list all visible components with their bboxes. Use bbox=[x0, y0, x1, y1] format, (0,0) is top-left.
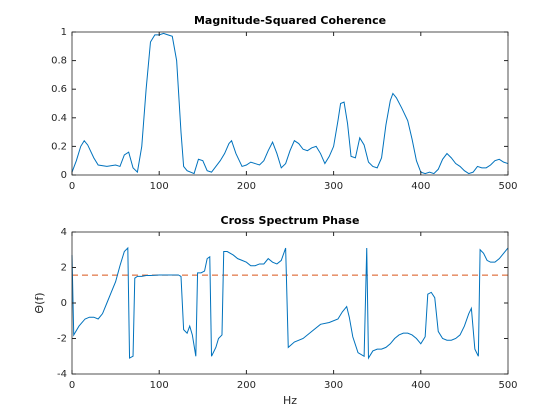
y-axis-label: Θ(f) bbox=[33, 292, 46, 313]
x-tick-label: 200 bbox=[237, 380, 256, 391]
axes-box bbox=[71, 31, 509, 176]
data-line bbox=[71, 246, 509, 360]
axes-background bbox=[72, 32, 508, 175]
data-line bbox=[71, 32, 509, 175]
x-tick-label: 300 bbox=[324, 380, 343, 391]
x-tick-label: 400 bbox=[411, 181, 430, 192]
y-tick-label: 0.8 bbox=[51, 56, 67, 67]
x-axis-label: Hz bbox=[283, 394, 297, 407]
chart-title: Cross Spectrum Phase bbox=[221, 214, 360, 227]
y-tick-label: 1 bbox=[61, 27, 67, 38]
x-tick-label: 100 bbox=[150, 181, 169, 192]
y-tick-label: -2 bbox=[57, 334, 67, 345]
x-tick-label: 300 bbox=[324, 181, 343, 192]
y-tick-label: 4 bbox=[61, 227, 67, 238]
x-tick-label: 400 bbox=[411, 380, 430, 391]
chart-title: Magnitude-Squared Coherence bbox=[194, 14, 386, 27]
y-tick-label: -4 bbox=[57, 369, 67, 380]
y-tick-label: 2 bbox=[61, 263, 67, 274]
y-tick-label: 0 bbox=[61, 298, 67, 309]
x-tick-label: 0 bbox=[69, 380, 75, 391]
axes-background bbox=[72, 232, 508, 374]
y-tick-label: 0.4 bbox=[51, 113, 67, 124]
x-tick-label: 500 bbox=[498, 380, 517, 391]
y-tick-label: 0.2 bbox=[51, 141, 67, 152]
x-tick-label: 500 bbox=[498, 181, 517, 192]
y-tick-label: 0.6 bbox=[51, 84, 67, 95]
y-tick-label: 0 bbox=[61, 170, 67, 181]
x-tick-label: 0 bbox=[69, 181, 75, 192]
x-tick-label: 100 bbox=[150, 380, 169, 391]
x-tick-label: 200 bbox=[237, 181, 256, 192]
